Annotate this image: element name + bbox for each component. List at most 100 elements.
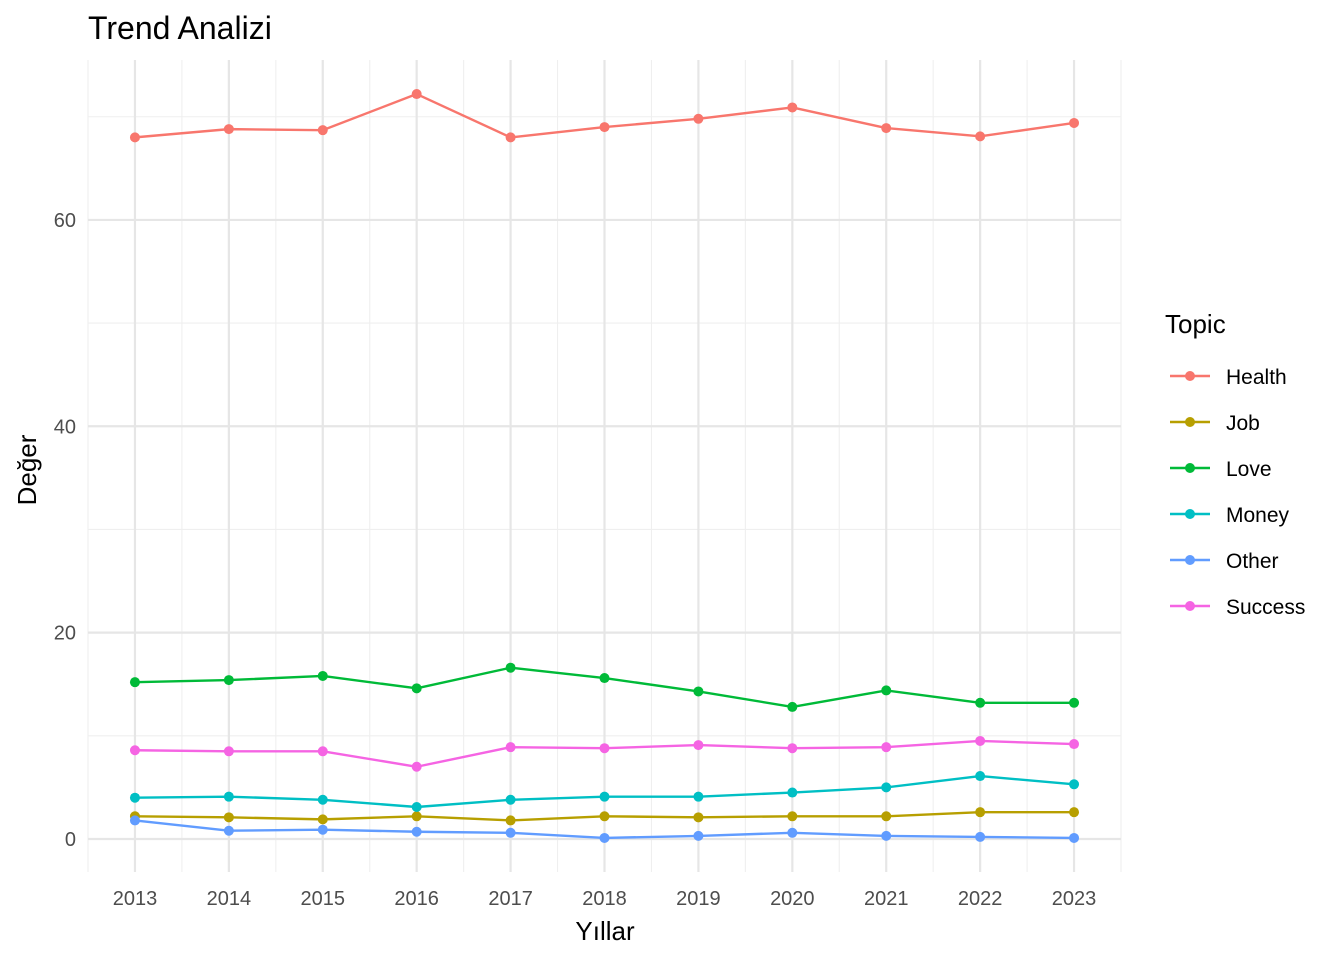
data-point-success	[881, 742, 892, 753]
data-point-love	[129, 677, 140, 688]
data-point-other	[505, 827, 516, 838]
data-point-health	[223, 124, 234, 135]
x-axis-title: Yıllar	[575, 916, 635, 946]
legend-item-success: Success	[1170, 596, 1305, 619]
data-point-health	[1069, 117, 1080, 128]
data-point-other	[411, 826, 422, 837]
axes: 2013 2014 2015 2016 2017 2018 2019 2020 2021 2022…	[54, 210, 1097, 910]
series-money	[129, 771, 1080, 812]
data-point-success	[787, 743, 798, 754]
y-tick-label: 0	[65, 829, 76, 851]
data-point-money	[223, 791, 234, 802]
y-tick-label: 40	[54, 416, 76, 438]
data-point-other	[693, 830, 704, 841]
data-point-money	[787, 787, 798, 798]
x-tick-label: 2019	[676, 888, 721, 910]
data-point-job	[1069, 807, 1080, 818]
data-point-love	[787, 701, 798, 712]
data-point-job	[787, 811, 798, 822]
y-tick-label: 60	[54, 210, 76, 232]
data-point-health	[693, 113, 704, 124]
legend-label-health: Health	[1226, 366, 1287, 389]
data-point-love	[505, 662, 516, 673]
x-tick-label: 2022	[958, 888, 1003, 910]
x-tick-label: 2023	[1052, 888, 1097, 910]
data-point-love	[1069, 697, 1080, 708]
data-point-money	[411, 801, 422, 812]
legend-label-other: Other	[1226, 550, 1279, 573]
data-point-love	[975, 697, 986, 708]
series-other	[129, 815, 1080, 843]
data-point-other	[787, 827, 798, 838]
data-point-other	[317, 824, 328, 835]
data-point-money	[975, 771, 986, 782]
data-point-success	[411, 761, 422, 772]
data-point-money	[129, 792, 140, 803]
data-point-money	[1069, 779, 1080, 790]
series-success	[129, 735, 1080, 772]
data-point-job	[599, 811, 610, 822]
legend-item-love: Love	[1170, 458, 1272, 481]
data-point-health	[975, 131, 986, 142]
data-point-health	[411, 89, 422, 100]
series-job	[129, 807, 1080, 826]
data-point-job	[975, 807, 986, 818]
legend-item-job: Job	[1170, 412, 1260, 435]
data-point-job	[693, 812, 704, 823]
data-point-success	[129, 745, 140, 756]
data-point-success	[317, 746, 328, 757]
data-point-love	[411, 683, 422, 694]
series	[129, 89, 1080, 843]
series-health	[129, 89, 1080, 143]
x-tick-label: 2014	[207, 888, 252, 910]
data-point-love	[223, 675, 234, 686]
data-point-other	[1069, 832, 1080, 843]
data-point-job	[411, 811, 422, 822]
legend-label-money: Money	[1226, 504, 1290, 527]
y-tick-label: 20	[54, 623, 76, 645]
data-point-health	[787, 102, 798, 113]
data-point-money	[599, 791, 610, 802]
data-point-success	[223, 746, 234, 757]
legend-key-point-success	[1185, 601, 1195, 611]
legend-key-point-job	[1185, 417, 1195, 427]
legend-title: Topic	[1165, 309, 1226, 339]
x-tick-label: 2016	[394, 888, 439, 910]
data-point-job	[317, 814, 328, 825]
chart-title: Trend Analizi	[88, 10, 272, 46]
legend-label-success: Success	[1226, 596, 1305, 619]
data-point-other	[223, 825, 234, 836]
data-point-love	[599, 673, 610, 684]
legend-key-point-money	[1185, 509, 1195, 519]
x-tick-label: 2013	[113, 888, 158, 910]
data-point-other	[881, 830, 892, 841]
x-tick-label: 2020	[770, 888, 815, 910]
data-point-love	[881, 685, 892, 696]
data-point-health	[599, 122, 610, 133]
data-point-job	[223, 812, 234, 823]
data-point-money	[317, 794, 328, 805]
x-tick-label: 2015	[301, 888, 346, 910]
data-point-success	[599, 743, 610, 754]
x-tick-label: 2021	[864, 888, 909, 910]
data-point-job	[505, 815, 516, 826]
x-tick-label: 2018	[582, 888, 627, 910]
legend-key-point-health	[1185, 371, 1195, 381]
data-point-job	[881, 811, 892, 822]
data-point-success	[975, 735, 986, 746]
data-point-other	[975, 831, 986, 842]
data-point-success	[1069, 739, 1080, 750]
data-point-health	[129, 132, 140, 143]
y-axis-title: Değer	[12, 434, 42, 505]
data-point-other	[599, 832, 610, 843]
data-point-success	[693, 740, 704, 751]
data-point-money	[693, 791, 704, 802]
legend-key-point-other	[1185, 555, 1195, 565]
legend-item-money: Money	[1170, 504, 1290, 527]
grid	[87, 60, 1122, 872]
legend-label-love: Love	[1226, 458, 1272, 481]
legend: Health Job Love Money Other Success	[1170, 366, 1305, 619]
data-point-love	[693, 686, 704, 697]
legend-item-other: Other	[1170, 550, 1279, 573]
